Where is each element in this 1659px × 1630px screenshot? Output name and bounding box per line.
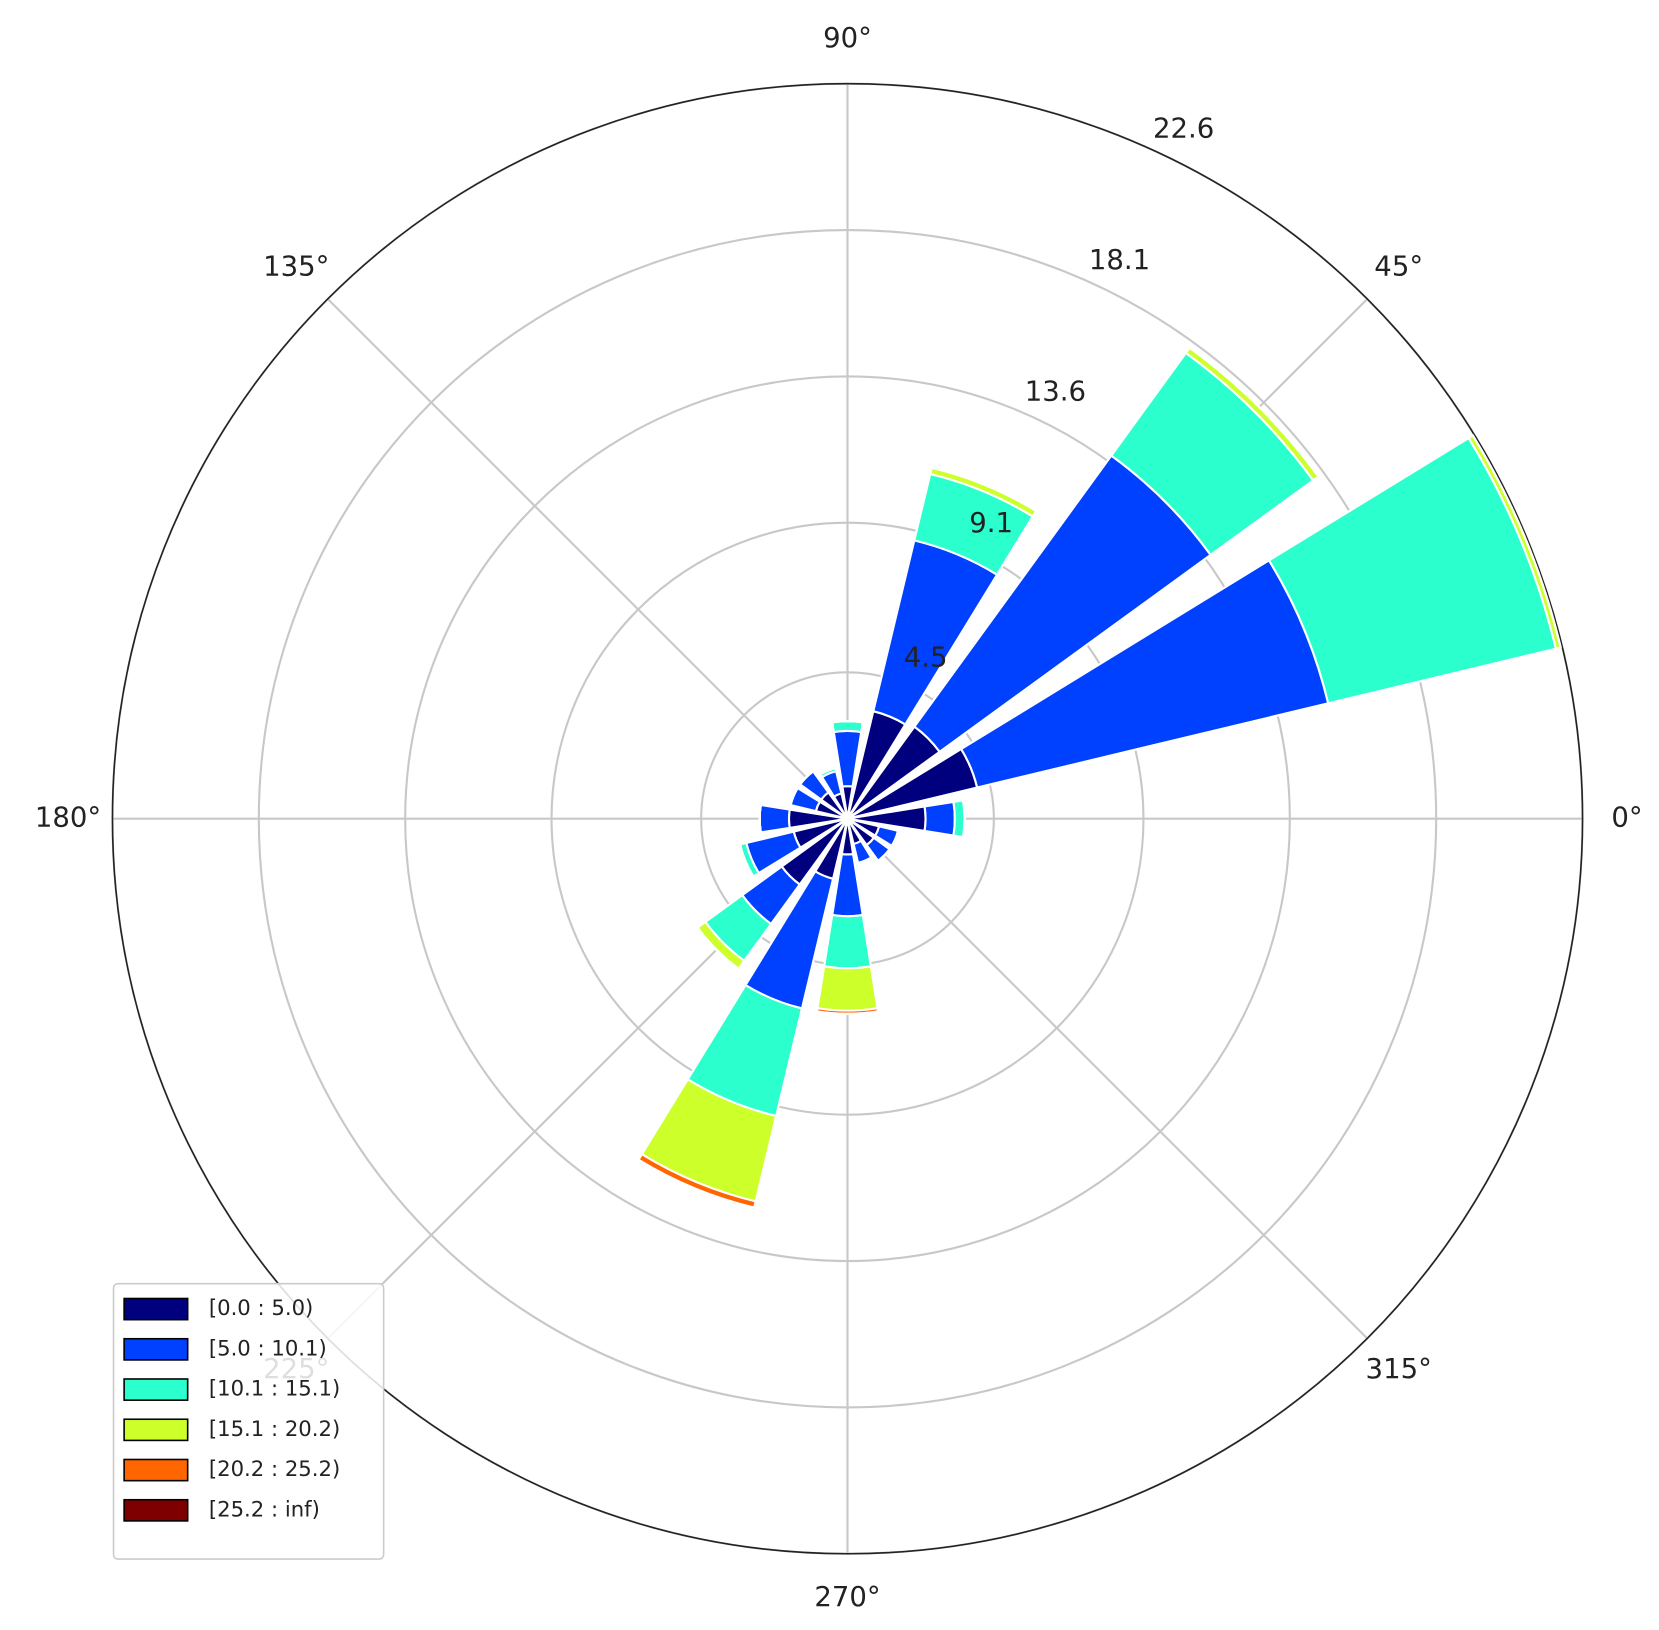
angle-tick-label: 180° <box>35 802 101 834</box>
grid-spoke <box>327 298 849 820</box>
legend: [0.0 : 5.0) [5.0 : 10.1) [10.1 : 15.1) [15.… <box>112 1282 385 1560</box>
legend-label: [25.2 : inf) <box>209 1496 320 1521</box>
legend-swatch <box>123 1337 189 1361</box>
grid-spoke <box>846 817 1369 1340</box>
radial-tick-label: 13.6 <box>1025 376 1086 408</box>
legend-label: [5.0 : 10.1) <box>209 1335 327 1360</box>
radial-tick-label: 18.1 <box>1089 244 1150 276</box>
bar-segment <box>637 1158 755 1209</box>
angle-tick-label: 270° <box>814 1581 880 1613</box>
radial-tick-label: 4.5 <box>904 642 948 674</box>
legend-label: [10.1 : 15.1) <box>209 1376 340 1401</box>
angle-tick-label: 0° <box>1611 802 1642 834</box>
angle-tick-label: 315° <box>1366 1353 1432 1385</box>
bar-segment <box>819 767 836 776</box>
bar-segment <box>877 848 891 862</box>
bar-segment <box>890 830 900 847</box>
bar-segment <box>1189 346 1320 478</box>
bar-segment <box>832 720 863 724</box>
radial-tick-label: 9.1 <box>969 507 1013 539</box>
legend-label: [20.2 : 25.2) <box>209 1456 340 1481</box>
legend-label: [15.1 : 20.2) <box>209 1416 340 1441</box>
bar-segment <box>816 965 879 1012</box>
bar-segment <box>758 803 791 834</box>
radial-tick-label: 22.6 <box>1153 113 1214 145</box>
bar-segment <box>923 800 956 837</box>
legend-swatch <box>123 1498 189 1522</box>
legend-swatch <box>123 1418 189 1442</box>
bar-segment <box>822 913 873 970</box>
bar-segment <box>931 466 1037 512</box>
bar-segment <box>758 804 762 833</box>
angle-tick-label: 45° <box>1374 251 1423 283</box>
bar-segment <box>789 787 799 806</box>
legend-swatch <box>123 1378 189 1401</box>
legend-swatch <box>123 1458 189 1482</box>
legend-swatch <box>123 1297 189 1321</box>
legend-label: [0.0 : 5.0) <box>209 1295 313 1320</box>
outer-frame <box>111 82 1584 1555</box>
angle-tick-label: 135° <box>263 251 329 283</box>
angle-tick-label: 90° <box>823 22 872 54</box>
